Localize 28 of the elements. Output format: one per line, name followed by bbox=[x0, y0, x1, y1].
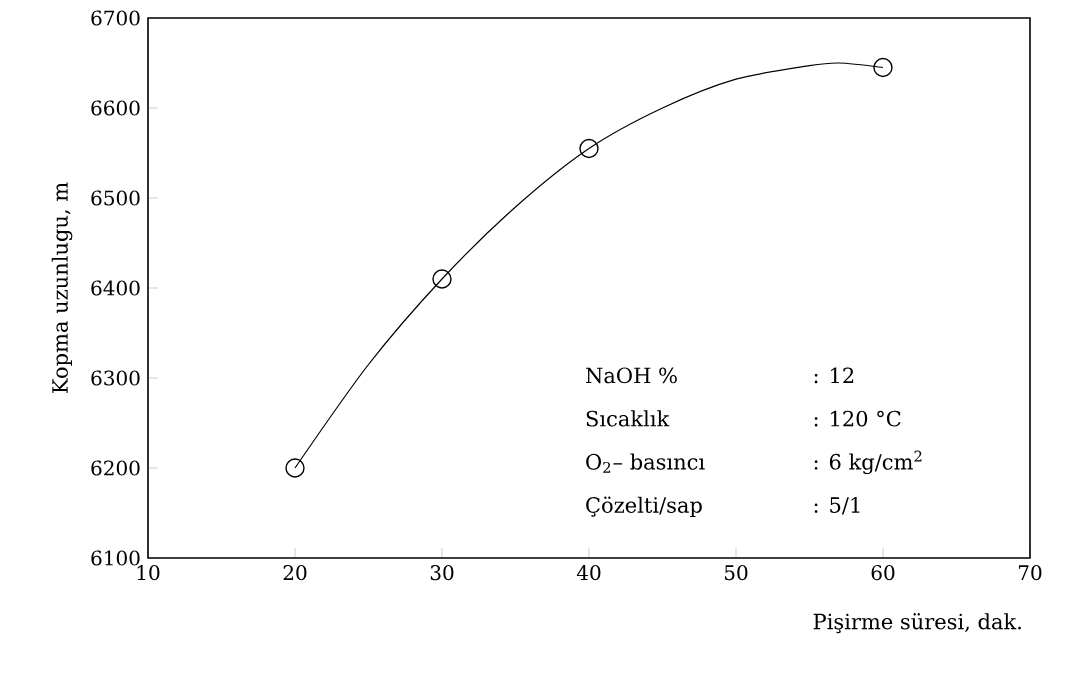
y-tick-label: 6200 bbox=[91, 460, 140, 476]
annotation: Sıcaklık bbox=[586, 410, 670, 427]
x-tick-label: 40 bbox=[576, 565, 601, 581]
y-tick-label: 6400 bbox=[91, 280, 140, 296]
y-tick-label: 6600 bbox=[91, 100, 140, 116]
point bbox=[873, 57, 893, 78]
point bbox=[432, 269, 452, 289]
x-axis-title: Pişirme süresi, dak. bbox=[813, 613, 1021, 634]
x-tick-label: 60 bbox=[871, 565, 895, 581]
x-tick-label: 10 bbox=[137, 565, 160, 581]
x-tick-label: 70 bbox=[1018, 565, 1042, 581]
y-axis-title: Kopma uzunlugu, m bbox=[51, 182, 73, 394]
point bbox=[579, 138, 599, 159]
annotation: : 5/1 bbox=[814, 497, 860, 515]
y-tick-label: 6500 bbox=[91, 190, 140, 206]
y-tick-label: 6100 bbox=[91, 550, 140, 566]
annotation: NaOH % bbox=[586, 367, 677, 384]
annotation: O$_{2}$– basıncı bbox=[586, 453, 705, 473]
annotation: : 6 kg/cm$^{2}$ bbox=[814, 450, 922, 475]
x-tick-label: 30 bbox=[430, 565, 454, 581]
x-tick-label: 20 bbox=[283, 565, 307, 581]
annotation: : 120 °C bbox=[814, 410, 901, 427]
x-tick-label: 50 bbox=[724, 565, 748, 581]
point bbox=[285, 458, 305, 478]
y-tick-label: 6700 bbox=[91, 10, 140, 26]
annotation: Çözelti/sap bbox=[586, 496, 702, 517]
annotation: : 12 bbox=[814, 367, 854, 384]
y-tick-label: 6300 bbox=[91, 370, 140, 386]
